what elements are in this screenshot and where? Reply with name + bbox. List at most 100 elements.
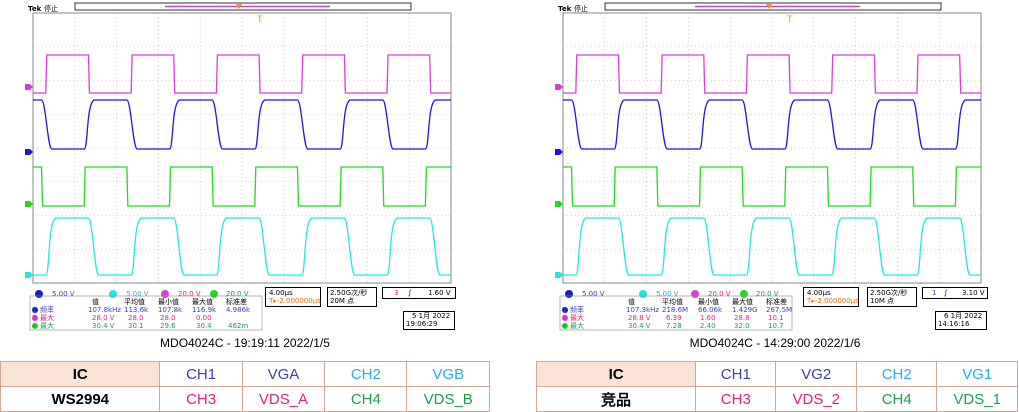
meas-cell: 7.28	[666, 322, 682, 330]
meas-header-std: 标准差	[226, 298, 247, 306]
time: 19:06:29	[406, 320, 438, 328]
trigger-box[interactable]	[382, 287, 456, 299]
meas-cell: 28.8 V	[628, 314, 651, 322]
meas-header-mean: 平均值	[124, 298, 145, 306]
channel-badge-icon	[740, 290, 748, 298]
meas-channel-icon	[32, 315, 38, 321]
trigger-position: T▸-2.000000µs	[269, 297, 321, 305]
channel-badge-icon	[109, 290, 117, 298]
capture-caption: MDO4024C - 14:29:00 2022/1/6	[689, 336, 861, 350]
signal-label: VDS_B	[406, 386, 490, 412]
ch4-waveform	[563, 166, 981, 207]
meas-cell: 2.40	[700, 322, 716, 330]
channel-marker-icon	[25, 272, 33, 278]
ch1-waveform	[33, 99, 451, 150]
ch-label: CH2	[856, 361, 938, 387]
meas-row-ch: 4	[562, 322, 567, 330]
meas-row-name: 频率	[40, 306, 54, 314]
meas-row-name: 最大	[40, 314, 54, 322]
waveform-display: T	[25, 2, 452, 331]
trigger-channel: 1	[932, 289, 937, 297]
meas-header-min: 最小值	[698, 298, 719, 306]
signal-label: VDS_1	[936, 386, 1018, 412]
meas-cell: 267.5M	[766, 306, 793, 314]
measurement-panel	[29, 295, 263, 331]
meas-cell: 10.1	[768, 314, 784, 322]
waveform-display: T	[555, 2, 982, 331]
meas-cell: 107.3kHz	[626, 306, 660, 314]
meas-header-max: 最大值	[192, 298, 213, 306]
meas-row-name: 最大	[40, 322, 54, 330]
ic-name: 竞品	[535, 386, 697, 412]
meas-cell: 107.8k	[158, 306, 183, 314]
signal-label: VDS_2	[775, 386, 858, 412]
ic-label: IC	[535, 361, 697, 387]
timebase-box[interactable]	[265, 287, 321, 307]
brand-label: Tek	[558, 5, 572, 13]
meas-cell: 28.0	[128, 314, 144, 322]
ch2-scale[interactable]: 5.00 V	[656, 290, 679, 298]
capture-caption: MDO4024C - 19:19:11 2022/1/5	[160, 336, 330, 350]
ic-label: IC	[0, 361, 161, 387]
meas-header-mean: 平均值	[662, 298, 683, 306]
signal-label: VG1	[936, 361, 1018, 387]
ch4-scale[interactable]: 20.0 V	[226, 290, 249, 298]
signal-label: VDS_A	[241, 386, 326, 412]
datetime-box	[403, 311, 455, 330]
meas-cell: 28.8	[734, 314, 750, 322]
ch1-scale[interactable]: 5.00 V	[52, 290, 75, 298]
meas-row-name: 频率	[570, 306, 584, 314]
trigger-box[interactable]	[922, 287, 988, 299]
meas-header-value: 值	[628, 298, 635, 306]
meas-cell: 30.1	[128, 322, 144, 330]
timebase: 4.00µs	[269, 289, 293, 297]
ch2-waveform	[33, 217, 451, 276]
ch2-scale[interactable]: 5.00 V	[126, 290, 149, 298]
acquisition-box[interactable]	[327, 287, 377, 307]
meas-channel-icon	[32, 307, 38, 313]
ch3-scale[interactable]: 20.0 V	[708, 290, 731, 298]
measurement-panel	[559, 295, 793, 331]
channel-badge-icon	[161, 290, 169, 298]
meas-cell: 30.4 V	[628, 322, 651, 330]
meas-cell: 30.4	[196, 322, 212, 330]
meas-cell: 1.60	[700, 314, 716, 322]
channel-marker-icon	[25, 201, 33, 207]
ch-label: CH3	[695, 386, 777, 412]
ch4-scale[interactable]: 20.0 V	[756, 290, 779, 298]
scope-panel-right: T Tek 停止 5.00 V 5.00 V 20.0 V 20.0 V 4.0…	[530, 0, 1019, 356]
time: 14:16:16	[938, 320, 970, 328]
record-length: 10M 点	[870, 297, 895, 305]
ch-label: CH3	[159, 386, 243, 412]
trigger-t-icon: T	[786, 15, 793, 25]
acquisition-box[interactable]	[867, 287, 917, 307]
channel-marker-icon	[25, 149, 33, 155]
meas-channel-icon	[562, 323, 568, 329]
record-length: 20M 点	[330, 297, 355, 305]
timebase: 4.00µs	[807, 289, 831, 297]
trigger-marker-icon	[236, 4, 242, 9]
scope-panel-left: T Tek 停止 5.00 V 5.00 V 20.0 V 20.0 V 4.0…	[0, 0, 490, 356]
channel-marker-icon	[555, 84, 563, 90]
scope-screen: T Tek 停止 5.00 V 5.00 V 20.0 V 20.0 V 4.0…	[0, 0, 490, 356]
sample-rate: 2.50G次/秒	[330, 289, 368, 297]
meas-cell: 218.6M	[662, 306, 689, 314]
trigger-slope: ∫	[944, 289, 948, 297]
ch-label: CH4	[324, 386, 408, 412]
meas-row-ch: 4	[32, 322, 37, 330]
timebase-box[interactable]	[803, 287, 859, 307]
ch3-scale[interactable]: 20.0 V	[178, 290, 201, 298]
ic-name: WS2994	[0, 386, 161, 412]
channel-map-table-left: IC CH1 VGA CH2 VGB WS2994 CH3 VDS_A CH4 …	[0, 361, 490, 412]
meas-header-min: 最小值	[158, 298, 179, 306]
channel-marker-icon	[555, 201, 563, 207]
ch1-scale[interactable]: 5.00 V	[582, 290, 605, 298]
meas-header-std: 标准差	[766, 298, 787, 306]
meas-row-ch: 3	[32, 314, 37, 322]
acq-status: 停止	[574, 5, 588, 13]
trigger-slope: ∫	[408, 289, 412, 297]
trigger-channel: 3	[394, 289, 399, 297]
meas-cell: 4.986k	[226, 306, 251, 314]
brand-label: Tek	[28, 5, 42, 13]
meas-cell: 66.06k	[698, 306, 723, 314]
